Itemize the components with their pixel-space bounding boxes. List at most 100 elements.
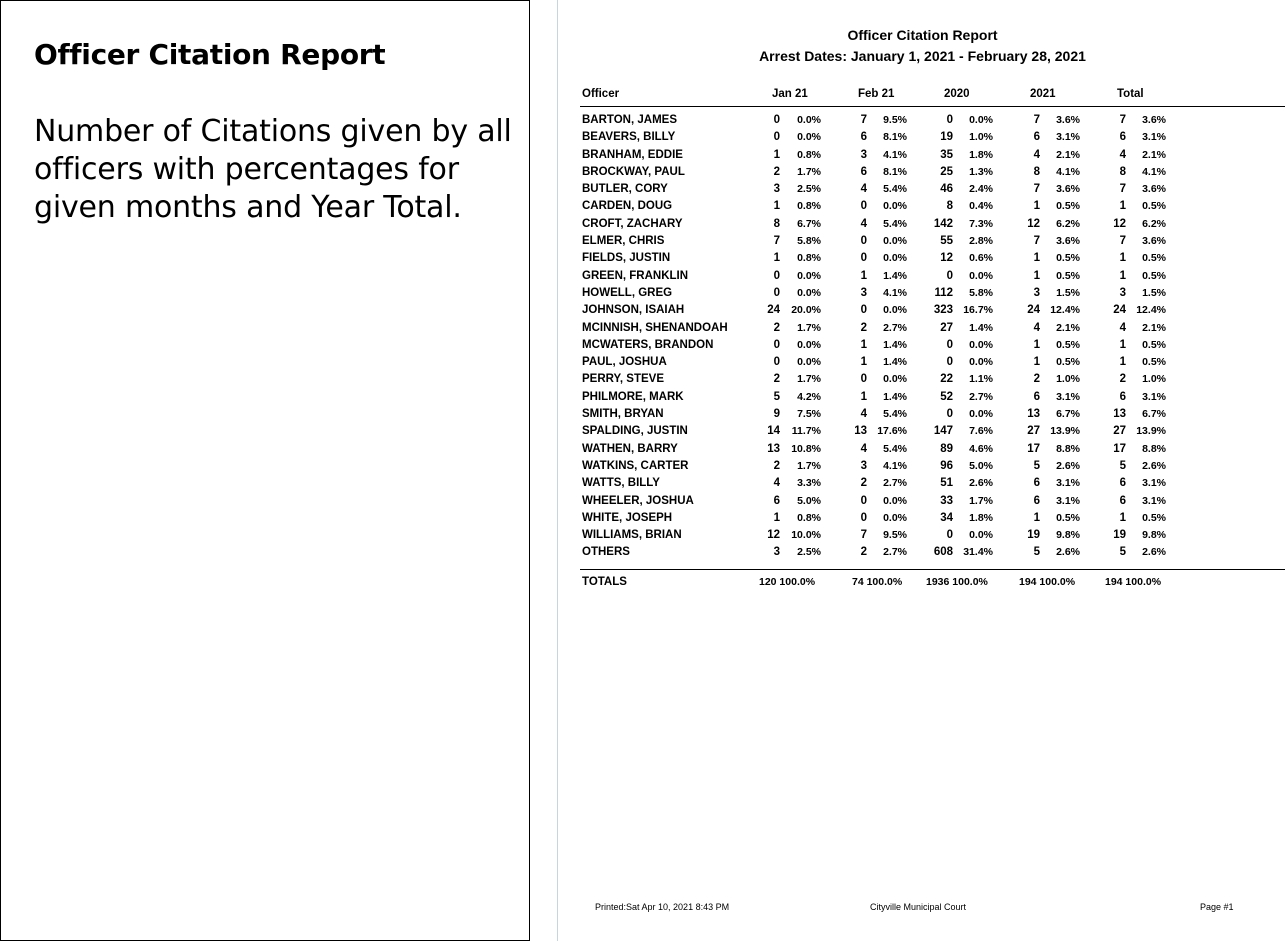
count-feb21: 0 (860, 235, 867, 248)
officer-name: SPALDING, JUSTIN (582, 425, 688, 438)
percent-feb21: 17.6% (877, 425, 907, 438)
count-jan21: 7 (773, 235, 780, 248)
percent-2020: 1.7% (969, 494, 993, 507)
percent-total: 0.5% (1142, 269, 1166, 282)
table-row: BEAVERS, BILLY 0 0.0% 6 8.1% 19 1.0% 6 3.1% 6 3.1% (560, 131, 1287, 148)
percent-jan21: 2.5% (797, 546, 821, 559)
count-feb21: 0 (860, 373, 867, 386)
percent-jan21: 0.8% (797, 252, 821, 265)
percent-2021: 1.5% (1056, 286, 1080, 299)
percent-2021: 3.6% (1056, 183, 1080, 196)
percent-jan21: 11.7% (791, 425, 821, 438)
table-row: SPALDING, JUSTIN 14 11.7% 13 17.6% 147 7.6% 27 1… (560, 425, 1287, 442)
percent-2021: 0.5% (1056, 511, 1080, 524)
percent-total: 3.1% (1142, 477, 1166, 490)
count-total: 1 (1119, 338, 1126, 351)
col-header-2021: 2021 (1030, 88, 1056, 100)
percent-feb21: 8.1% (883, 131, 907, 144)
percent-2020: 0.6% (969, 252, 993, 265)
col-header-feb21: Feb 21 (858, 88, 895, 100)
percent-2021: 0.5% (1056, 200, 1080, 213)
count-total: 24 (1113, 304, 1126, 317)
percent-2020: 2.4% (969, 183, 993, 196)
percent-2020: 5.8% (969, 286, 993, 299)
officer-name: WHITE, JOSEPH (582, 511, 673, 524)
count-2020: 55 (940, 235, 953, 248)
count-feb21: 0 (860, 252, 867, 265)
percent-2021: 4.1% (1056, 165, 1080, 178)
count-2020: 0 (946, 356, 953, 369)
table-row: CROFT, ZACHARY 8 6.7% 4 5.4% 142 7.3% 12 6.2% 12 6… (560, 218, 1287, 235)
count-2020: 608 (933, 546, 953, 559)
count-2020: 25 (940, 165, 953, 178)
percent-total: 4.1% (1142, 165, 1166, 178)
percent-jan21: 0.8% (797, 200, 821, 213)
officer-name: WHEELER, JOSHUA (582, 494, 694, 507)
percent-2021: 2.1% (1056, 148, 1080, 161)
panel-description: Number of Citations given by all officer… (34, 114, 512, 225)
percent-feb21: 1.4% (883, 338, 907, 351)
count-feb21: 3 (860, 286, 867, 299)
count-feb21: 6 (860, 165, 867, 178)
count-2021: 1 (1033, 200, 1040, 213)
table-row: OTHERS 3 2.5% 2 2.7% 608 31.4% 5 2.6% 5 2.6% (560, 546, 1287, 563)
officer-name: WATKINS, CARTER (582, 459, 689, 472)
percent-feb21: 2.7% (883, 546, 907, 559)
officer-name: WILLIAMS, BRIAN (582, 529, 682, 542)
percent-2020: 2.6% (969, 477, 993, 490)
count-total: 4 (1119, 148, 1126, 161)
percent-total: 6.2% (1142, 217, 1166, 230)
count-jan21: 0 (773, 114, 780, 126)
percent-2021: 2.1% (1056, 321, 1080, 334)
officer-name: BROCKWAY, PAUL (582, 165, 685, 178)
percent-2021: 6.7% (1056, 408, 1080, 421)
percent-2020: 1.1% (969, 373, 993, 386)
percent-2020: 1.0% (969, 131, 993, 144)
count-jan21: 9 (773, 408, 780, 421)
percent-jan21: 5.8% (797, 235, 821, 248)
count-2020: 323 (933, 304, 953, 317)
count-jan21: 1 (773, 200, 780, 213)
count-jan21: 1 (773, 252, 780, 265)
percent-feb21: 9.5% (883, 529, 907, 542)
count-jan21: 3 (773, 546, 780, 559)
count-total: 6 (1119, 131, 1126, 144)
percent-feb21: 5.4% (883, 408, 907, 421)
percent-total: 8.8% (1142, 442, 1166, 455)
officer-name: FIELDS, JUSTIN (582, 252, 671, 265)
percent-total: 0.5% (1142, 338, 1166, 351)
percent-total: 3.1% (1142, 131, 1166, 144)
count-total: 1 (1119, 252, 1126, 265)
count-feb21: 4 (860, 183, 867, 196)
officer-name: ELMER, CHRIS (582, 235, 665, 248)
count-2020: 51 (940, 477, 953, 490)
count-jan21: 6 (773, 494, 780, 507)
percent-2020: 0.0% (969, 356, 993, 369)
percent-jan21: 3.3% (797, 477, 821, 490)
table-row: CARDEN, DOUG 1 0.8% 0 0.0% 8 0.4% 1 0.5% 1 0.5% (560, 200, 1287, 217)
percent-feb21: 9.5% (883, 114, 907, 126)
percent-feb21: 0.0% (883, 235, 907, 248)
percent-feb21: 1.4% (883, 269, 907, 282)
table-row: MCWATERS, BRANDON 0 0.0% 1 1.4% 0 0.0% 1 0.5% 1 0.… (560, 339, 1287, 356)
count-total: 13 (1113, 408, 1126, 421)
table-row: PERRY, STEVE 2 1.7% 0 0.0% 22 1.1% 2 1.0% 2 1.0% (560, 373, 1287, 390)
percent-total: 12.4% (1136, 304, 1166, 317)
percent-2021: 0.5% (1056, 356, 1080, 369)
count-jan21: 0 (773, 338, 780, 351)
table-row: WATKINS, CARTER 2 1.7% 3 4.1% 96 5.0% 5 2.6% 5 2.6… (560, 460, 1287, 477)
count-2021: 17 (1027, 442, 1040, 455)
count-jan21: 13 (767, 442, 780, 455)
percent-total: 3.6% (1142, 114, 1166, 126)
percent-jan21: 2.5% (797, 183, 821, 196)
percent-2020: 0.0% (969, 114, 993, 126)
count-total: 1 (1119, 356, 1126, 369)
percent-feb21: 0.0% (883, 252, 907, 265)
percent-feb21: 4.1% (883, 459, 907, 472)
count-feb21: 2 (860, 321, 867, 334)
count-feb21: 1 (860, 390, 867, 403)
percent-feb21: 0.0% (883, 511, 907, 524)
officer-name: SMITH, BRYAN (582, 408, 664, 421)
percent-2021: 6.2% (1056, 217, 1080, 230)
percent-2020: 1.8% (969, 511, 993, 524)
